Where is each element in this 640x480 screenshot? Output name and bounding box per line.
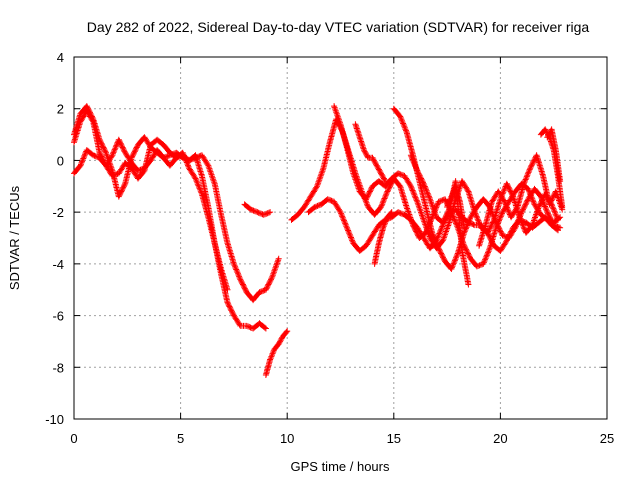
data-point-markers — [352, 121, 389, 185]
series-track-b — [71, 108, 282, 304]
plot-frame — [73, 56, 608, 420]
series-track-i — [352, 121, 389, 185]
y-tick-label: 0 — [57, 153, 64, 168]
series-track-j — [371, 209, 395, 267]
series-track-e — [262, 328, 291, 378]
y-tick-label: -2 — [52, 205, 64, 220]
data-point-markers — [241, 201, 274, 218]
x-axis-label: GPS time / hours — [291, 459, 390, 474]
series-track-a — [71, 103, 269, 332]
data-point-markers — [476, 152, 566, 249]
series-track-m — [444, 183, 468, 231]
data-point-markers — [71, 103, 269, 332]
x-tick-label: 5 — [177, 431, 184, 446]
grid-lines — [74, 57, 607, 419]
y-tick-label: 4 — [57, 50, 64, 65]
data-point-markers — [371, 209, 395, 267]
series-track-h — [331, 103, 561, 252]
data-point-markers — [390, 105, 564, 272]
series-track-p — [544, 126, 564, 185]
x-tick-label: 10 — [280, 431, 294, 446]
data-point-markers — [544, 126, 564, 185]
series-track-c — [71, 136, 231, 293]
y-tick-label: 2 — [57, 102, 64, 117]
series-track-n — [476, 152, 566, 249]
data-point-markers — [71, 136, 231, 293]
y-tick-label: -6 — [52, 309, 64, 324]
y-tick-label: -4 — [52, 257, 64, 272]
axis-ticks: 0 5 10 15 20 25 -10 -8 -6 -4 -2 0 2 4 — [45, 50, 614, 446]
y-tick-label: -8 — [52, 360, 64, 375]
data-point-markers — [262, 328, 291, 378]
data-point-markers — [444, 183, 468, 231]
series-track-d — [241, 201, 274, 218]
y-axis-label: SDTVAR / TECUs — [7, 185, 22, 290]
x-tick-label: 25 — [600, 431, 614, 446]
x-tick-label: 15 — [387, 431, 401, 446]
x-tick-label: 20 — [493, 431, 507, 446]
x-tick-label: 0 — [70, 431, 77, 446]
chart-title: Day 282 of 2022, Sidereal Day-to-day VTE… — [87, 19, 590, 35]
data-points — [71, 103, 566, 378]
series-track-k — [390, 105, 564, 272]
data-point-markers — [331, 103, 561, 252]
y-tick-label: -10 — [45, 412, 64, 427]
data-point-markers — [71, 108, 282, 304]
